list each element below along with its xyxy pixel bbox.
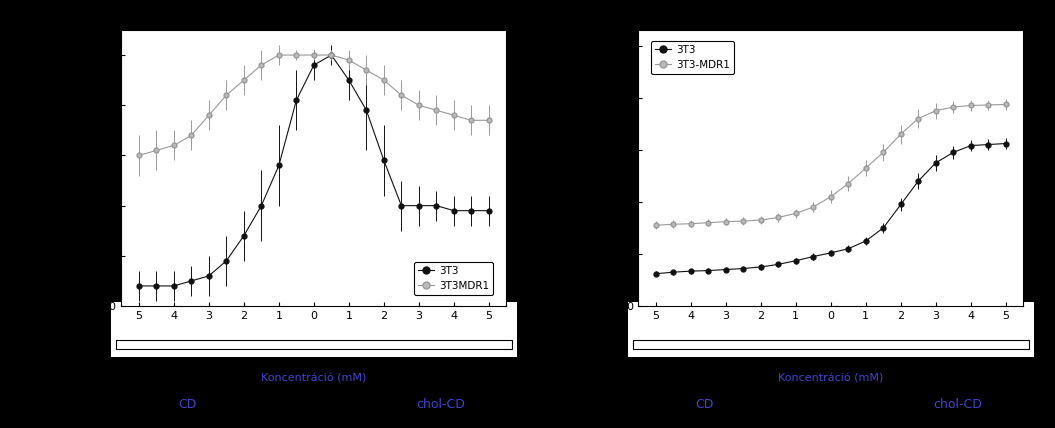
Y-axis label: Életképesség %: Életképesség % (78, 124, 90, 212)
Y-axis label: Sejtenkénti szabad koleszterin (%): Sejtenkénti szabad koleszterin (%) (596, 71, 607, 265)
Legend: 3T3, 3T3-MDR1: 3T3, 3T3-MDR1 (651, 41, 734, 74)
Legend: 3T3, 3T3MDR1: 3T3, 3T3MDR1 (415, 262, 494, 295)
Text: chol-CD: chol-CD (933, 398, 982, 411)
Text: A: A (95, 26, 110, 46)
Text: CD: CD (695, 398, 713, 411)
Text: CD: CD (178, 398, 196, 411)
Text: B: B (607, 26, 621, 46)
Text: chol-CD: chol-CD (416, 398, 465, 411)
Text: Koncentráció (mM): Koncentráció (mM) (779, 374, 883, 384)
Text: Koncentráció (mM): Koncentráció (mM) (262, 374, 366, 384)
